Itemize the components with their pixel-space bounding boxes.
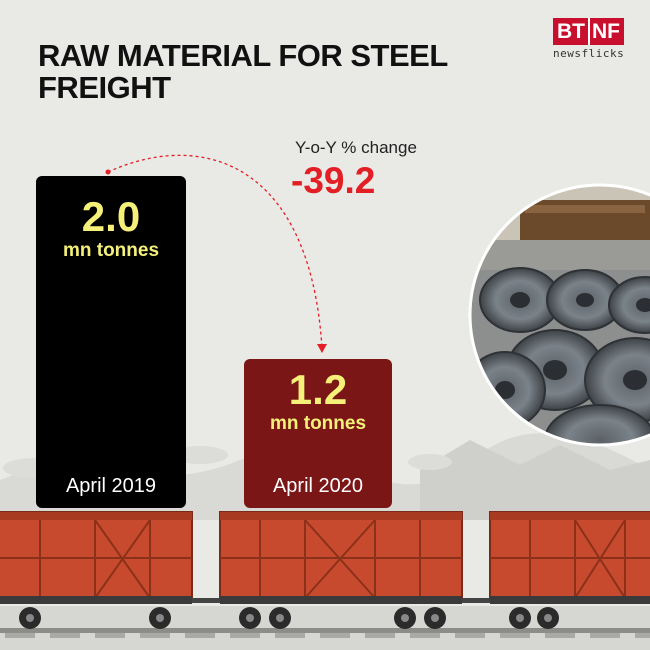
logo-badge: BT NF xyxy=(553,18,635,45)
arrow-head-icon xyxy=(317,344,327,353)
bar-april-2020: 1.2 mn tonnes April 2020 xyxy=(244,359,392,508)
bar-unit-label: mn tonnes xyxy=(62,240,160,261)
arrow-origin-dot xyxy=(105,169,111,175)
logo-subtitle: newsflicks xyxy=(553,47,625,60)
yoy-value: -39.2 xyxy=(291,160,376,201)
wagon-right xyxy=(489,511,650,629)
background-mountains xyxy=(420,440,650,520)
bar-category-label: April 2020 xyxy=(272,475,364,497)
bar-category-label: April 2019 xyxy=(65,475,157,497)
trend-arrow-line xyxy=(107,154,323,349)
rail-line xyxy=(0,628,650,633)
wagon-middle xyxy=(219,511,463,629)
brand-logo: BT NF newsflicks xyxy=(553,18,635,60)
logo-bt: BT xyxy=(553,18,588,45)
rail-sleepers xyxy=(5,633,650,638)
bar-april-2019: 2.0 mn tonnes April 2019 xyxy=(36,176,186,508)
wagon-coupler xyxy=(192,598,220,603)
logo-nf: NF xyxy=(588,18,624,45)
bar-value-label: 2.0 xyxy=(81,193,141,240)
cloud-shape xyxy=(408,454,452,470)
wagon-left xyxy=(0,511,193,629)
steel-coils-photo xyxy=(470,185,650,445)
chart-title: RAW MATERIAL FOR STEEL FREIGHT xyxy=(38,38,448,105)
bar-unit-label: mn tonnes xyxy=(269,413,367,434)
wagon-coupler xyxy=(462,598,490,603)
bar-value-label: 1.2 xyxy=(288,366,348,413)
photo-border xyxy=(468,183,650,447)
cloud-shape xyxy=(172,446,228,464)
yoy-label: Y-o-Y % change xyxy=(295,138,417,157)
